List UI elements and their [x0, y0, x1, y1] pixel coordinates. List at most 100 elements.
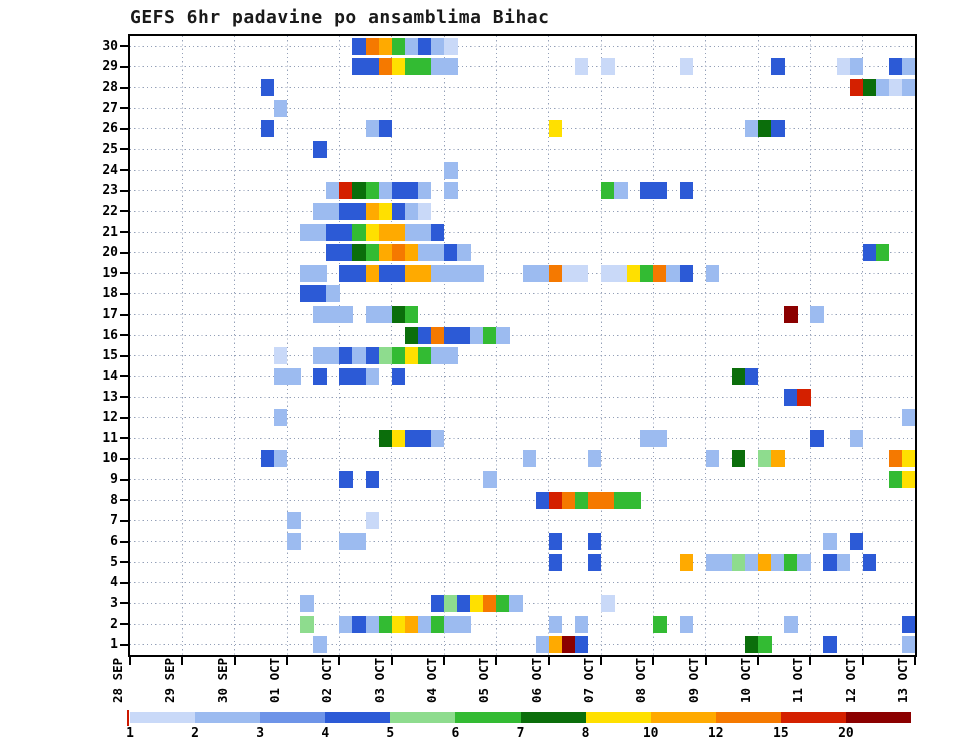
heatmap-cell: [300, 285, 314, 303]
heatmap-cell: [313, 367, 327, 385]
heatmap-cell: [784, 388, 798, 406]
gridline-horizontal: [130, 128, 915, 130]
heatmap-cell: [679, 553, 694, 571]
x-axis-tick: [547, 657, 550, 665]
heatmap-cell: [430, 264, 445, 282]
y-axis-label: 19: [102, 265, 118, 281]
y-axis-tick: [120, 189, 128, 192]
y-axis-tick: [120, 457, 128, 460]
x-axis-label: 08 OCT: [633, 657, 649, 703]
heatmap-cell: [548, 120, 563, 138]
x-axis-label: 09 OCT: [685, 657, 701, 703]
heatmap-cell: [457, 615, 471, 633]
heatmap-cell: [378, 306, 393, 324]
heatmap-cell: [391, 367, 406, 385]
heatmap-cell: [391, 306, 406, 324]
heatmap-cell: [823, 636, 837, 654]
heatmap-cell: [352, 347, 366, 365]
heatmap-cell: [666, 264, 680, 282]
heatmap-cell: [823, 553, 837, 571]
heatmap-cell: [784, 553, 798, 571]
heatmap-cell: [888, 471, 903, 489]
heatmap-cell: [875, 244, 890, 262]
y-axis-tick: [120, 437, 128, 440]
heatmap-cell: [470, 594, 484, 612]
plot-area: [130, 36, 915, 655]
y-axis-tick: [120, 272, 128, 275]
heatmap-cell: [653, 182, 667, 200]
heatmap-cell: [470, 326, 484, 344]
colorbar-tick-label: 8: [581, 726, 590, 741]
y-axis-tick: [120, 231, 128, 234]
heatmap-cell: [679, 615, 694, 633]
heatmap-cell: [365, 615, 380, 633]
y-axis-label: 5: [110, 554, 118, 570]
heatmap-cell: [430, 244, 445, 262]
heatmap-cell: [417, 202, 432, 220]
gridline-horizontal: [130, 520, 915, 522]
gridline-vertical: [338, 36, 340, 655]
heatmap-cell: [313, 264, 327, 282]
x-axis-tick: [914, 657, 916, 665]
colorbar-tick-label: 15: [773, 726, 789, 741]
y-axis-label: 16: [102, 327, 118, 343]
colorbar-tick-label: 7: [516, 726, 525, 741]
heatmap-cell: [313, 202, 327, 220]
heatmap-cell: [731, 450, 746, 468]
y-axis-label: 17: [102, 307, 118, 323]
heatmap-cell: [784, 306, 798, 324]
y-axis-label: 24: [102, 162, 118, 178]
heatmap-cell: [300, 594, 314, 612]
heatmap-cell: [849, 79, 864, 97]
gridline-vertical: [234, 36, 236, 655]
heatmap-cell: [391, 182, 406, 200]
x-axis-tick: [704, 657, 707, 665]
heatmap-cell: [862, 244, 877, 262]
heatmap-cell: [365, 223, 380, 241]
heatmap-cell: [640, 429, 654, 447]
heatmap-cell: [548, 615, 563, 633]
heatmap-cell: [339, 264, 353, 282]
heatmap-cell: [587, 491, 602, 509]
heatmap-cell: [574, 636, 589, 654]
heatmap-cell: [378, 120, 393, 138]
heatmap-cell: [404, 264, 419, 282]
heatmap-cell: [614, 182, 628, 200]
heatmap-cell: [365, 37, 380, 55]
heatmap-cell: [378, 58, 393, 76]
heatmap-cell: [771, 120, 785, 138]
gridline-horizontal: [130, 499, 915, 501]
heatmap-cell: [784, 615, 798, 633]
y-axis-tick: [120, 127, 128, 130]
heatmap-cell: [627, 264, 641, 282]
x-axis-tick: [809, 657, 812, 665]
heatmap-cell: [810, 306, 824, 324]
colorbar-segment: [845, 712, 912, 723]
heatmap-cell: [378, 37, 393, 55]
gridline-horizontal: [130, 437, 915, 439]
x-axis-tick: [129, 657, 131, 665]
heatmap-cell: [326, 182, 340, 200]
heatmap-cell: [601, 58, 615, 76]
heatmap-cell: [339, 367, 353, 385]
gridline-vertical: [391, 36, 393, 655]
x-axis-tick: [338, 657, 341, 665]
y-axis-label: 6: [110, 534, 118, 550]
heatmap-cell: [640, 182, 654, 200]
colorbar-segment: [520, 712, 587, 723]
heatmap-cell: [836, 58, 851, 76]
gridline-horizontal: [130, 252, 915, 254]
gridline-horizontal: [130, 334, 915, 336]
heatmap-cell: [339, 347, 353, 365]
heatmap-cell: [574, 491, 589, 509]
heatmap-cell: [287, 533, 301, 551]
heatmap-cell: [731, 553, 746, 571]
y-axis-label: 11: [102, 430, 118, 446]
gridline-horizontal: [130, 169, 915, 171]
gridline-vertical: [548, 36, 550, 655]
heatmap-cell: [260, 450, 275, 468]
y-axis-tick: [120, 292, 128, 295]
heatmap-cell: [771, 553, 785, 571]
x-axis-tick: [286, 657, 288, 665]
heatmap-cell: [444, 244, 458, 262]
